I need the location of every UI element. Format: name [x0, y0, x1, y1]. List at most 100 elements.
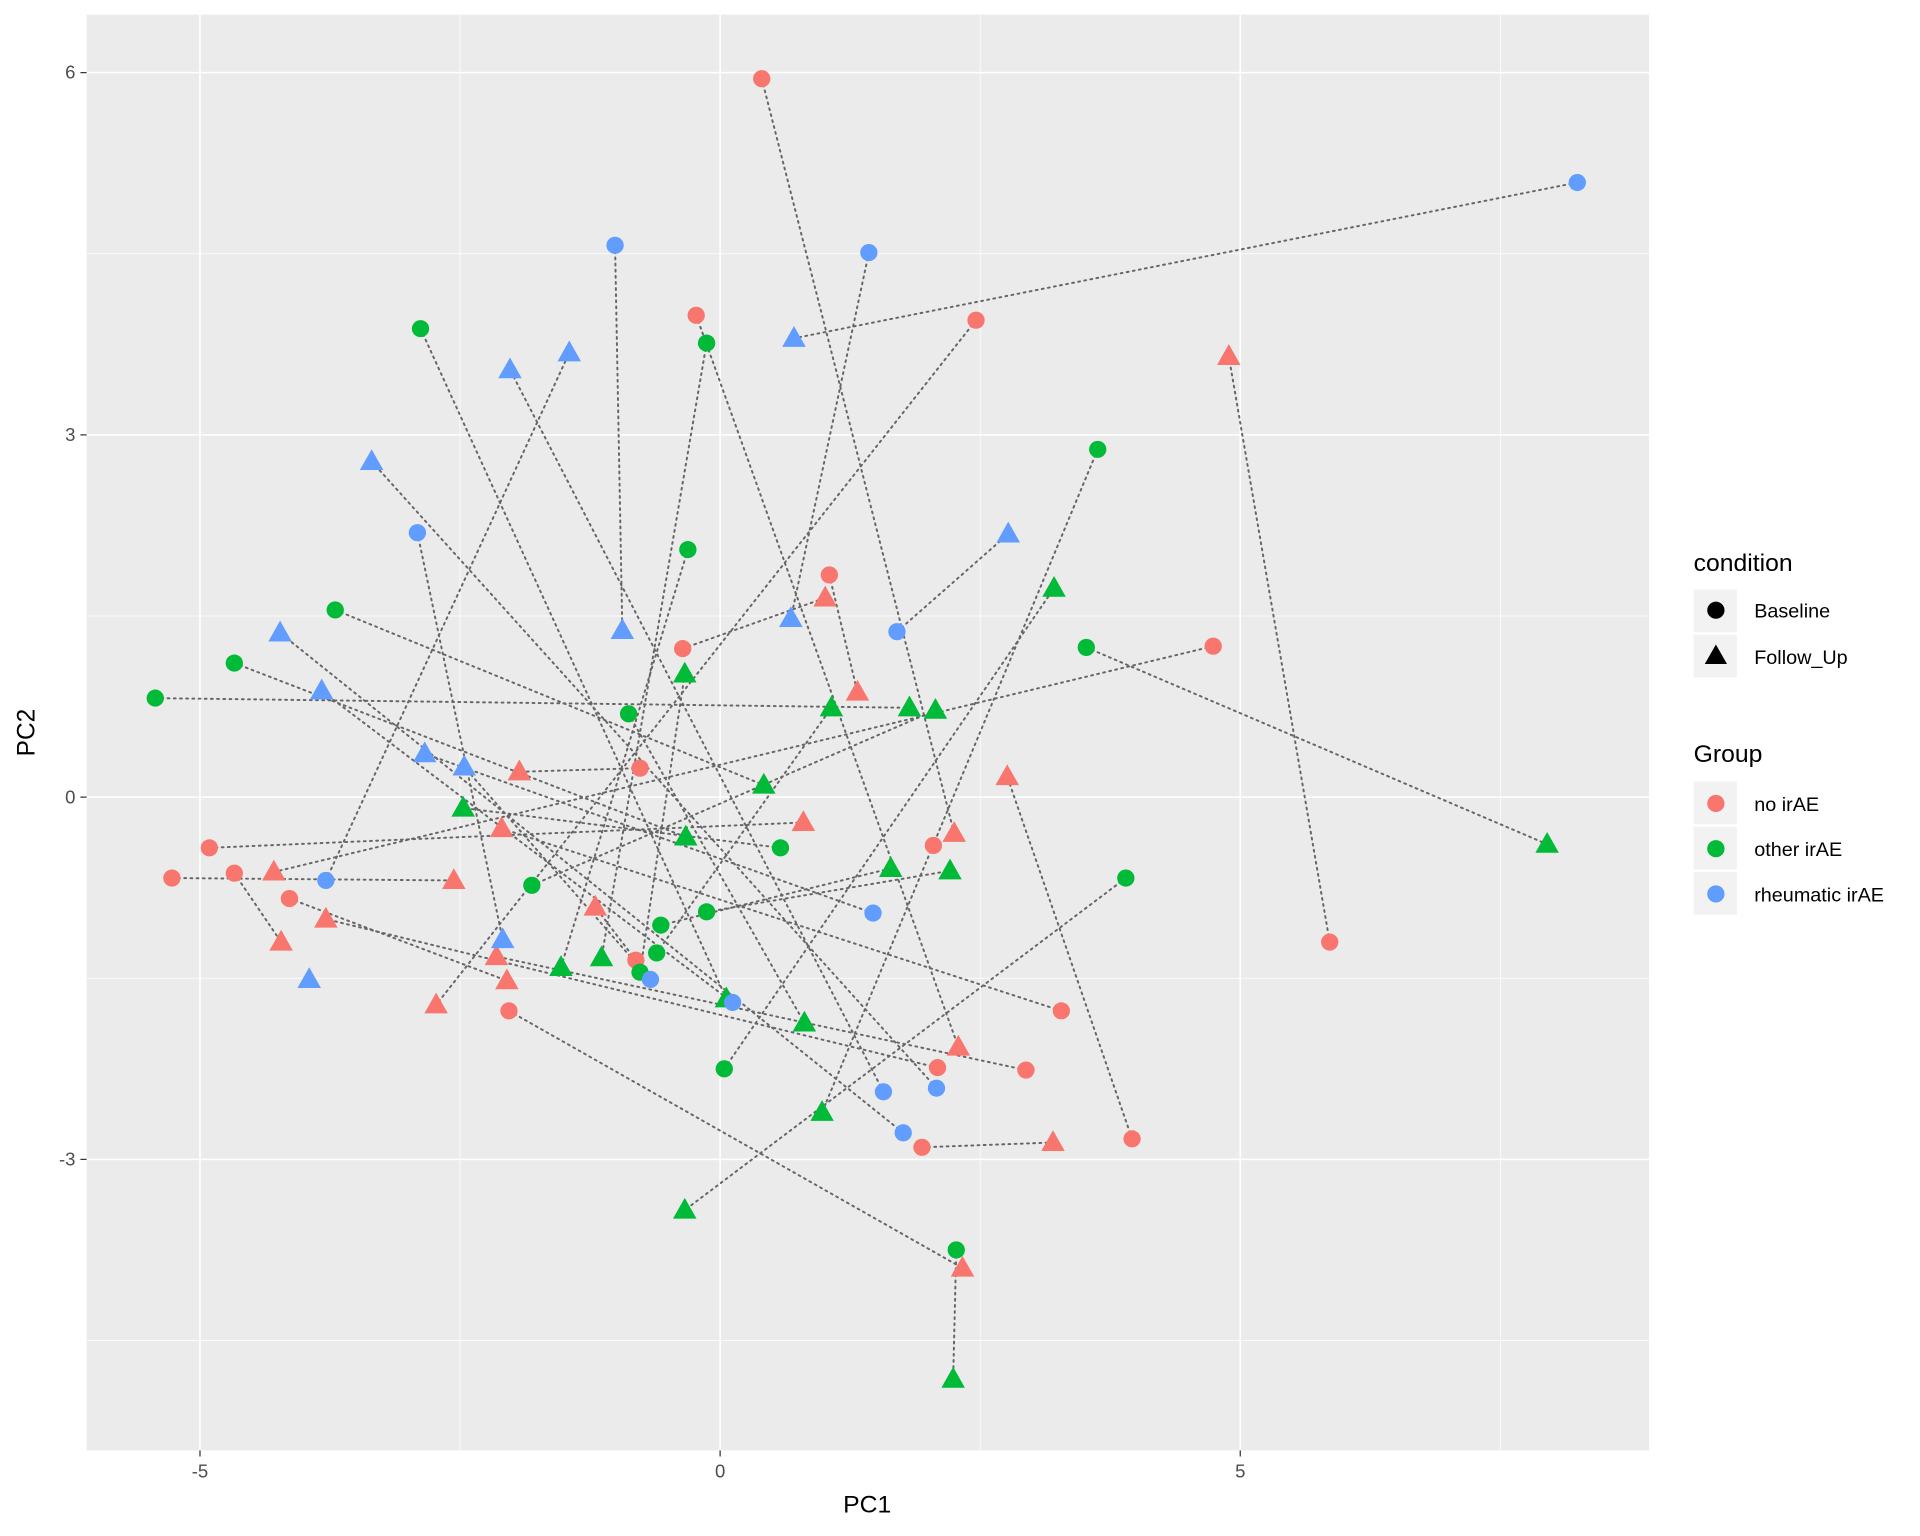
point-follow-up-no-irae — [791, 810, 816, 832]
subject-connector-line — [789, 251, 870, 620]
axes: -5 0 5 6 3 0 -3 — [59, 62, 1245, 1481]
x-tick-label: 5 — [1235, 1460, 1245, 1481]
subject-connector-line — [723, 587, 1056, 1070]
plot-panel — [86, 14, 1650, 1451]
subject-connector-line — [695, 314, 960, 1049]
point-follow-up-other-irae — [897, 695, 922, 717]
y-tick-label: -3 — [59, 1149, 76, 1170]
legend-label-no-irae: no irAE — [1754, 794, 1819, 816]
subject-connector-line — [419, 327, 728, 1000]
point-baseline-rheumatic-irae — [641, 970, 660, 989]
point-follow-up-no-irae — [942, 821, 966, 842]
point-follow-up-rheumatic-irae — [557, 340, 582, 362]
point-baseline-rheumatic-irae — [888, 623, 906, 641]
point-baseline-other-irae — [652, 916, 670, 934]
subject-connector-line — [1227, 355, 1331, 944]
point-baseline-other-irae — [411, 320, 430, 338]
point-baseline-no-irae — [1321, 933, 1339, 951]
point-baseline-other-irae — [648, 944, 666, 962]
legend-no-iraе-swatch — [1707, 794, 1725, 813]
point-follow-up-rheumatic-irae — [996, 521, 1021, 543]
subject-connector-line — [370, 460, 938, 1090]
subject-connector-line — [170, 877, 455, 882]
x-axis-title: PC1 — [843, 1492, 891, 1519]
point-baseline-rheumatic-irae — [723, 993, 742, 1011]
point-baseline-no-irae — [500, 1002, 518, 1020]
point-follow-up-no-irae — [269, 929, 293, 951]
point-follow-up-other-irae — [674, 824, 698, 846]
subject-connector-line — [760, 77, 956, 835]
point-follow-up-other-irae — [819, 695, 844, 717]
point-follow-up-rheumatic-irae — [452, 754, 476, 776]
point-baseline-other-irae — [947, 1241, 965, 1259]
point-baseline-no-irae — [1204, 637, 1222, 655]
point-baseline-no-irae — [820, 566, 839, 584]
point-follow-up-no-irae — [813, 585, 837, 607]
point-baseline-rheumatic-irae — [1568, 173, 1586, 192]
subject-connector-line — [705, 869, 952, 913]
point-baseline-other-irae — [1089, 440, 1107, 458]
x-tick-label: 0 — [715, 1460, 725, 1481]
point-baseline-no-irae — [1017, 1061, 1035, 1079]
point-follow-up-no-irae — [845, 679, 870, 701]
point-follow-up-other-irae — [810, 1100, 834, 1121]
point-follow-up-other-irae — [549, 955, 573, 976]
point-follow-up-no-irae — [262, 859, 286, 881]
point-follow-up-rheumatic-irae — [412, 741, 437, 763]
legend-label-baseline: Baseline — [1754, 601, 1830, 623]
point-baseline-no-irae — [280, 890, 299, 908]
subject-connector-line — [895, 532, 1010, 633]
point-follow-up-rheumatic-irae — [498, 357, 522, 379]
point-baseline-other-irae — [146, 689, 164, 707]
subject-connector-line — [233, 662, 687, 838]
point-baseline-other-irae — [523, 876, 541, 894]
legend-group-title: Group — [1694, 741, 1763, 768]
point-baseline-no-irae — [674, 640, 692, 658]
y-tick-label: 3 — [65, 424, 75, 445]
point-follow-up-rheumatic-irae — [268, 620, 292, 642]
point-baseline-no-irae — [928, 1059, 947, 1077]
subject-connector-line — [530, 709, 937, 887]
point-follow-up-other-irae — [1042, 576, 1066, 597]
point-baseline-rheumatic-irae — [894, 1124, 912, 1142]
point-baseline-other-irae — [771, 839, 790, 857]
legend-label-follow-up: Follow_Up — [1754, 647, 1848, 669]
point-follow-up-other-irae — [451, 795, 475, 817]
point-baseline-other-irae — [679, 541, 697, 559]
y-tick-label: 6 — [65, 62, 75, 83]
point-baseline-rheumatic-irae — [606, 236, 624, 254]
point-baseline-rheumatic-irae — [864, 904, 882, 922]
x-tick-label: -5 — [192, 1460, 209, 1481]
point-baseline-rheumatic-irae — [927, 1079, 946, 1097]
subject-connector-line — [600, 342, 708, 959]
point-follow-up-other-irae — [792, 1010, 817, 1032]
point-baseline-no-irae — [631, 759, 649, 777]
legend-label-rheumatic-irae: rheumatic irAE — [1754, 884, 1884, 906]
point-baseline-no-irae — [163, 869, 181, 887]
point-baseline-no-irae — [924, 836, 943, 854]
legend-condition: condition Baseline Follow_Up — [1693, 550, 1848, 678]
point-follow-up-other-irae — [878, 856, 903, 877]
legend-label-other-irae: other irAE — [1754, 839, 1842, 861]
subject-connector-line — [828, 573, 859, 694]
point-follow-up-other-irae — [938, 858, 962, 880]
point-baseline-no-irae — [1123, 1130, 1141, 1148]
point-follow-up-rheumatic-irae — [490, 927, 515, 949]
point-baseline-no-irae — [200, 839, 219, 857]
subject-connector-line — [639, 672, 686, 974]
subject-connector-line — [495, 955, 1027, 1072]
legend-rheumatic-irae-swatch — [1707, 885, 1725, 903]
point-follow-up-other-irae — [1535, 831, 1559, 853]
point-baseline-other-irae — [715, 1060, 733, 1078]
grid-lines — [86, 14, 1650, 1451]
point-baseline-other-irae — [1077, 638, 1095, 656]
point-follow-up-rheumatic-irae — [610, 618, 635, 640]
point-follow-up-rheumatic-irae — [782, 326, 806, 347]
subject-connector-line — [1006, 775, 1134, 1140]
subject-connector-line — [233, 872, 283, 944]
point-follow-up-rheumatic-irae — [309, 678, 334, 700]
point-baseline-other-irae — [225, 654, 243, 672]
data-points — [146, 70, 1586, 1388]
point-follow-up-other-irae — [672, 661, 697, 683]
point-follow-up-no-irae — [1217, 344, 1241, 365]
